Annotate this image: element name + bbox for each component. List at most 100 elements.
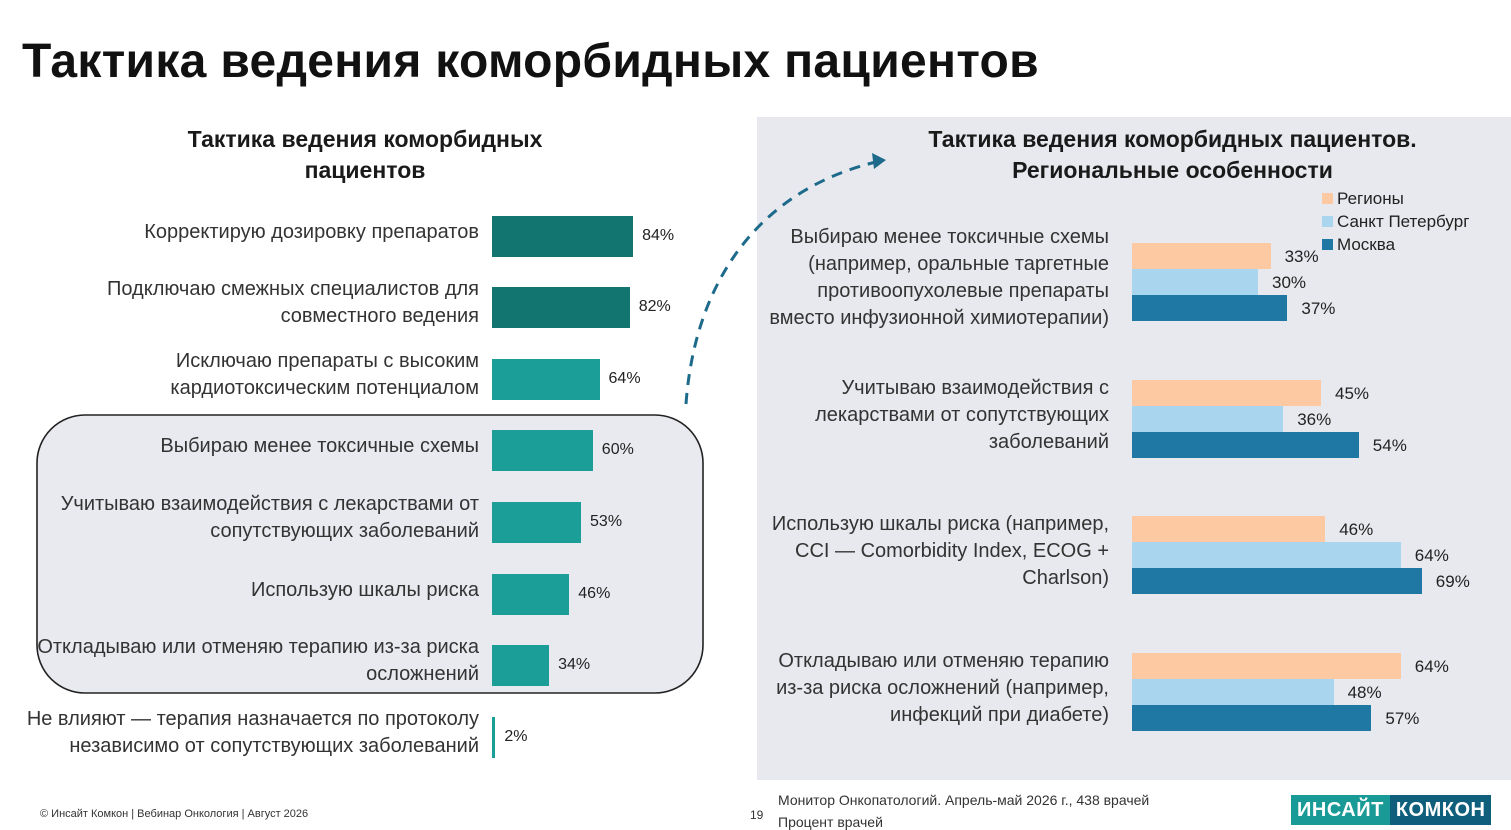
right-value-label: 36% — [1297, 410, 1332, 429]
right-value-label: 48% — [1347, 683, 1382, 702]
legend-item: Регионы — [1322, 189, 1404, 209]
left-category-label-line: сопутствующих заболеваний — [210, 520, 479, 542]
right-value-label: 37% — [1301, 299, 1336, 318]
brand-logo: ИНСАЙТ КОМКОН — [1291, 795, 1492, 825]
left-bar — [492, 573, 570, 615]
left-category-label-line: Учитываю взаимодействия с лекарствами от — [60, 493, 479, 515]
left-category-label: Откладываю или отменяю терапию из-за рис… — [9, 634, 479, 688]
right-category-label: Использую шкалы риска (например, CCI — Co… — [749, 511, 1109, 592]
page-title: Тактика ведения коморбидных пациентов — [22, 35, 1039, 88]
right-bar — [1132, 243, 1271, 269]
right-value-label: 54% — [1372, 436, 1407, 455]
right-category-label-line: лекарствами от сопутствующих — [815, 403, 1109, 426]
right-category-label-line: Charlson) — [1022, 566, 1109, 589]
right-value-label: 64% — [1414, 546, 1449, 565]
left-category-label-line: осложнений — [366, 663, 479, 685]
left-bar — [492, 429, 593, 471]
logo-part-2: КОМКОН — [1389, 795, 1492, 825]
highlight-frame — [36, 414, 704, 694]
right-category-label-line: (например, оральные таргетные — [808, 253, 1109, 275]
left-category-label-line: независимо от сопутствующих заболеваний — [69, 735, 479, 757]
legend-swatch — [1322, 193, 1333, 204]
right-bar — [1132, 568, 1422, 594]
left-value-label: 2% — [504, 728, 528, 745]
right-category-label-line: заболеваний — [988, 430, 1109, 453]
right-category-label: Выбираю менее токсичные схемы (например, … — [749, 224, 1109, 332]
right-category-label-line: Откладываю или отменяю терапию — [778, 649, 1109, 672]
left-category-label: Корректирую дозировку препаратов — [9, 219, 479, 246]
right-category-label-line: инфекций при диабете) — [890, 703, 1109, 726]
legend-label: Санкт Петербург — [1337, 212, 1470, 231]
right-value-label: 30% — [1272, 273, 1307, 292]
right-category-label-line: CCI — Comorbidity Index, ECOG + — [795, 539, 1109, 562]
left-value-label: 53% — [590, 513, 623, 530]
right-category-label-line: Выбираю менее токсичные схемы — [790, 226, 1109, 248]
right-bar — [1132, 406, 1284, 432]
legend-swatch — [1322, 239, 1333, 250]
right-bar — [1132, 705, 1372, 731]
right-category-label-line: Использую шкалы риска (например, — [771, 512, 1109, 535]
right-category-label-line: противоопухолевые препараты — [817, 280, 1109, 302]
left-category-label-line: совместного ведения — [280, 305, 479, 327]
legend-item: Москва — [1322, 235, 1395, 255]
left-category-label-line: Откладываю или отменяю терапию из-за рис… — [37, 636, 479, 658]
left-category-label-line: Исключаю препараты с высоким — [175, 350, 479, 372]
right-category-label-line: из-за риска осложнений (например, — [776, 676, 1109, 699]
left-bar — [492, 286, 630, 328]
right-bar — [1132, 542, 1401, 568]
right-bar — [1132, 516, 1326, 542]
source-unit-note: Процент врачей — [778, 814, 883, 830]
left-category-label-line: Выбираю менее токсичные схемы — [160, 434, 479, 457]
left-category-label: Не влияют — терапия назначается по прото… — [9, 706, 479, 760]
right-bar — [1132, 269, 1258, 295]
left-value-label: 84% — [642, 227, 675, 244]
right-value-label: 46% — [1339, 520, 1374, 539]
right-category-label-line: Учитываю взаимодействия с — [841, 376, 1109, 399]
left-category-label-line: Не влияют — терапия назначается по прото… — [26, 708, 479, 730]
right-bar — [1132, 679, 1334, 705]
left-category-label: Исключаю препараты с высоким кардиотоксич… — [9, 348, 479, 402]
right-chart-title-line: Тактика ведения коморбидных пациентов. — [928, 126, 1417, 152]
left-bar — [492, 215, 634, 257]
legend-item: Санкт Петербург — [1322, 212, 1469, 232]
legend-label: Москва — [1337, 235, 1396, 254]
right-bar — [1132, 380, 1321, 406]
left-value-label: 46% — [578, 585, 611, 602]
right-category-label-line: вместо инфузионной химиотерапии) — [769, 307, 1109, 329]
left-bar — [492, 644, 550, 686]
logo-part-1: ИНСАЙТ — [1291, 795, 1390, 825]
left-category-label: Выбираю менее токсичные схемы — [9, 433, 479, 460]
legend-label: Регионы — [1337, 189, 1404, 208]
left-chart-title: Тактика ведения коморбидных пациентов — [170, 124, 560, 186]
legend-swatch — [1322, 216, 1333, 227]
right-category-label: Откладываю или отменяю терапию из-за риск… — [749, 648, 1109, 729]
left-bar — [492, 358, 600, 400]
left-value-label: 60% — [601, 441, 634, 458]
right-category-label: Учитываю взаимодействия с лекарствами от … — [749, 375, 1109, 456]
copyright-text: © Инсайт Комкон | Вебинар Онкология | Ав… — [40, 808, 309, 820]
right-value-label: 69% — [1435, 572, 1470, 591]
arrow-head-icon — [872, 153, 886, 169]
left-chart-title-line: пациентов — [304, 157, 426, 183]
dashed-arrow — [684, 160, 877, 405]
right-value-label: 45% — [1335, 384, 1370, 403]
left-category-label-line: Использую шкалы риска — [250, 578, 479, 601]
right-value-label: 33% — [1284, 247, 1319, 266]
source-note: Монитор Онкопатологий. Апрель-май 2026 г… — [778, 792, 1150, 808]
right-chart-title: Тактика ведения коморбидных пациентов. Р… — [905, 124, 1440, 186]
left-category-label-line: Корректирую дозировку препаратов — [144, 220, 479, 243]
left-category-label: Использую шкалы риска — [9, 577, 479, 604]
left-category-label: Учитываю взаимодействия с лекарствами от… — [9, 491, 479, 545]
left-bar — [492, 501, 582, 543]
right-bar — [1132, 432, 1359, 458]
left-bar — [492, 716, 496, 758]
page-number: 19 — [750, 808, 764, 822]
right-value-label: 64% — [1414, 657, 1449, 676]
left-value-label: 34% — [558, 656, 591, 673]
right-value-label: 57% — [1385, 709, 1420, 728]
left-chart-title-line: Тактика ведения коморбидных — [187, 126, 543, 152]
left-category-label-line: кардиотоксическим потенциалом — [170, 377, 479, 399]
left-value-label: 64% — [608, 370, 641, 387]
left-value-label: 82% — [638, 298, 671, 315]
